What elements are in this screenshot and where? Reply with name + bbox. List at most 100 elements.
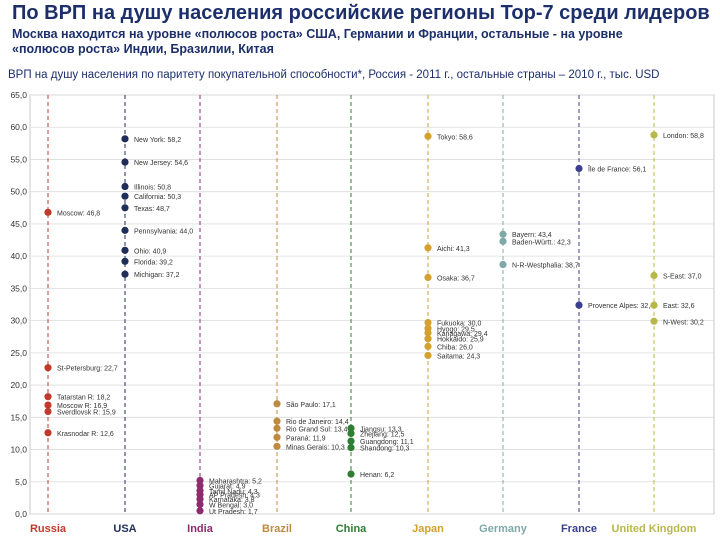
data-label: Jiangsu: 13,3 (360, 426, 402, 433)
data-label: California: 50,3 (134, 194, 181, 201)
data-label: Minas Gerais: 10,3 (286, 444, 345, 451)
data-point (575, 301, 583, 309)
data-label: Moscow R: 16,9 (57, 403, 107, 410)
y-tick-label: 50,0 (10, 187, 27, 197)
data-label: Fukuoka: 30,0 (437, 321, 481, 328)
y-tick-label: 15,0 (10, 412, 27, 422)
data-point (650, 301, 658, 309)
data-point (44, 364, 52, 372)
data-label: Rio de Janeiro: 14,4 (286, 419, 349, 426)
y-tick-label: 30,0 (10, 316, 27, 326)
data-label: Ohio: 40,9 (134, 248, 166, 255)
data-point (121, 270, 129, 278)
data-label: Gujarat: 4,9 (209, 484, 246, 491)
data-label: Zhejiang: 12,5 (360, 431, 404, 438)
data-point (44, 429, 52, 437)
y-tick-label: 20,0 (10, 380, 27, 390)
data-point (424, 244, 432, 252)
data-label: Texas: 48,7 (134, 206, 170, 213)
data-label: Shandong: 10,3 (360, 446, 410, 453)
data-point (121, 226, 129, 234)
data-point (273, 400, 281, 408)
data-point (44, 393, 52, 401)
y-tick-label: 0,0 (15, 509, 27, 519)
y-tick-label: 65,0 (10, 90, 27, 100)
data-label: Kanagawa: 29,4 (437, 331, 488, 338)
data-point (273, 424, 281, 432)
data-point (499, 260, 507, 269)
data-point (121, 204, 129, 212)
data-label: London: 58,8 (663, 133, 704, 140)
data-label: Sverdlovsk R: 15,9 (57, 410, 116, 417)
data-label: New York: 58,2 (134, 137, 181, 144)
data-label: Maharashtra: 5,2 (209, 478, 262, 485)
data-label: New Jersey: 54,6 (134, 160, 188, 167)
subtitle-line-2: «полюсов роста» Индии, Бразилии, Китая (12, 42, 274, 56)
data-point (121, 192, 129, 200)
data-label: Rio Grand Sul: 13,4 (286, 426, 348, 433)
y-tick-label: 60,0 (10, 122, 27, 132)
data-point (44, 407, 52, 416)
category-label: Brazil (262, 523, 292, 535)
data-label: N-R-Westphalia: 38,7 (512, 263, 579, 270)
data-label: Aichi: 41,3 (437, 246, 470, 253)
data-label: Hyogo: 29,5 (437, 326, 475, 333)
data-label: Florida: 39,2 (134, 259, 173, 266)
data-point (273, 433, 281, 441)
data-point (196, 476, 204, 485)
chart-title: ВРП на душу населения по паритету покупа… (8, 69, 660, 81)
y-tick-label: 25,0 (10, 348, 27, 358)
data-point (347, 437, 355, 445)
data-point (196, 482, 204, 490)
data-label: Bayern: 43,4 (512, 232, 552, 239)
data-point (424, 273, 432, 282)
data-label: N-West: 30,2 (663, 319, 704, 326)
data-label: Karnataka: 3,8 (209, 497, 255, 504)
data-label: Chiba: 26,0 (437, 344, 473, 351)
data-label: W Bengal: 3,0 (209, 502, 253, 509)
data-label: São Paulo: 17,1 (286, 402, 336, 409)
data-point (121, 158, 129, 166)
data-label: Provence Alpes: 32,4 (588, 303, 654, 310)
data-label: Moscow: 46,8 (57, 210, 100, 217)
data-label: Ut Pradesh: 1,7 (209, 509, 258, 516)
data-point (196, 495, 204, 503)
data-label: Tamil Nadu: 4,3 (209, 489, 258, 496)
data-point (424, 342, 432, 350)
data-label: Illinois: 50,8 (134, 185, 171, 192)
y-tick-label: 45,0 (10, 219, 27, 229)
category-label: India (187, 523, 214, 535)
data-label: St-Petersburg: 22,7 (57, 366, 118, 373)
data-label: Saitama: 24,3 (437, 353, 480, 360)
data-label: AP Pradesh: 4,3 (209, 493, 260, 500)
data-point (575, 164, 583, 173)
y-tick-label: 5,0 (15, 477, 27, 487)
data-point (273, 442, 281, 450)
y-tick-label: 35,0 (10, 283, 27, 293)
data-point (347, 470, 355, 478)
data-point (121, 135, 129, 143)
page-title: По ВРП на душу населения российские реги… (12, 2, 710, 24)
data-point (347, 429, 355, 438)
data-label: Michigan: 37,2 (134, 272, 180, 279)
data-label: Guangdong: 11,1 (360, 439, 414, 446)
regional-gdp-scatter-chart: 0,0 5,0 10,0 15,0 20,0 25,0 30,0 35,0 40,0 45,0 50… (10, 90, 715, 535)
data-point (347, 444, 355, 452)
data-point (347, 424, 355, 432)
data-label: S-East: 37,0 (663, 273, 702, 280)
data-point (273, 417, 281, 425)
category-label: United Kingdom (612, 523, 697, 535)
data-label: Pennsylvania: 44,0 (134, 228, 193, 235)
data-point (424, 335, 432, 343)
data-label: East: 32,6 (663, 303, 695, 310)
category-label: USA (113, 523, 136, 535)
data-point (44, 208, 52, 216)
page-subtitle: Москва находится на уровне «полюсов рост… (12, 27, 712, 57)
data-point (499, 230, 507, 238)
data-point (424, 351, 432, 360)
data-label: Paraná: 11,9 (286, 435, 326, 442)
category-label: Russia (30, 523, 67, 535)
data-label: Tatarstan R: 18,2 (57, 395, 110, 402)
subtitle-line-1: Москва находится на уровне «полюсов рост… (12, 27, 623, 41)
data-point (424, 318, 432, 327)
